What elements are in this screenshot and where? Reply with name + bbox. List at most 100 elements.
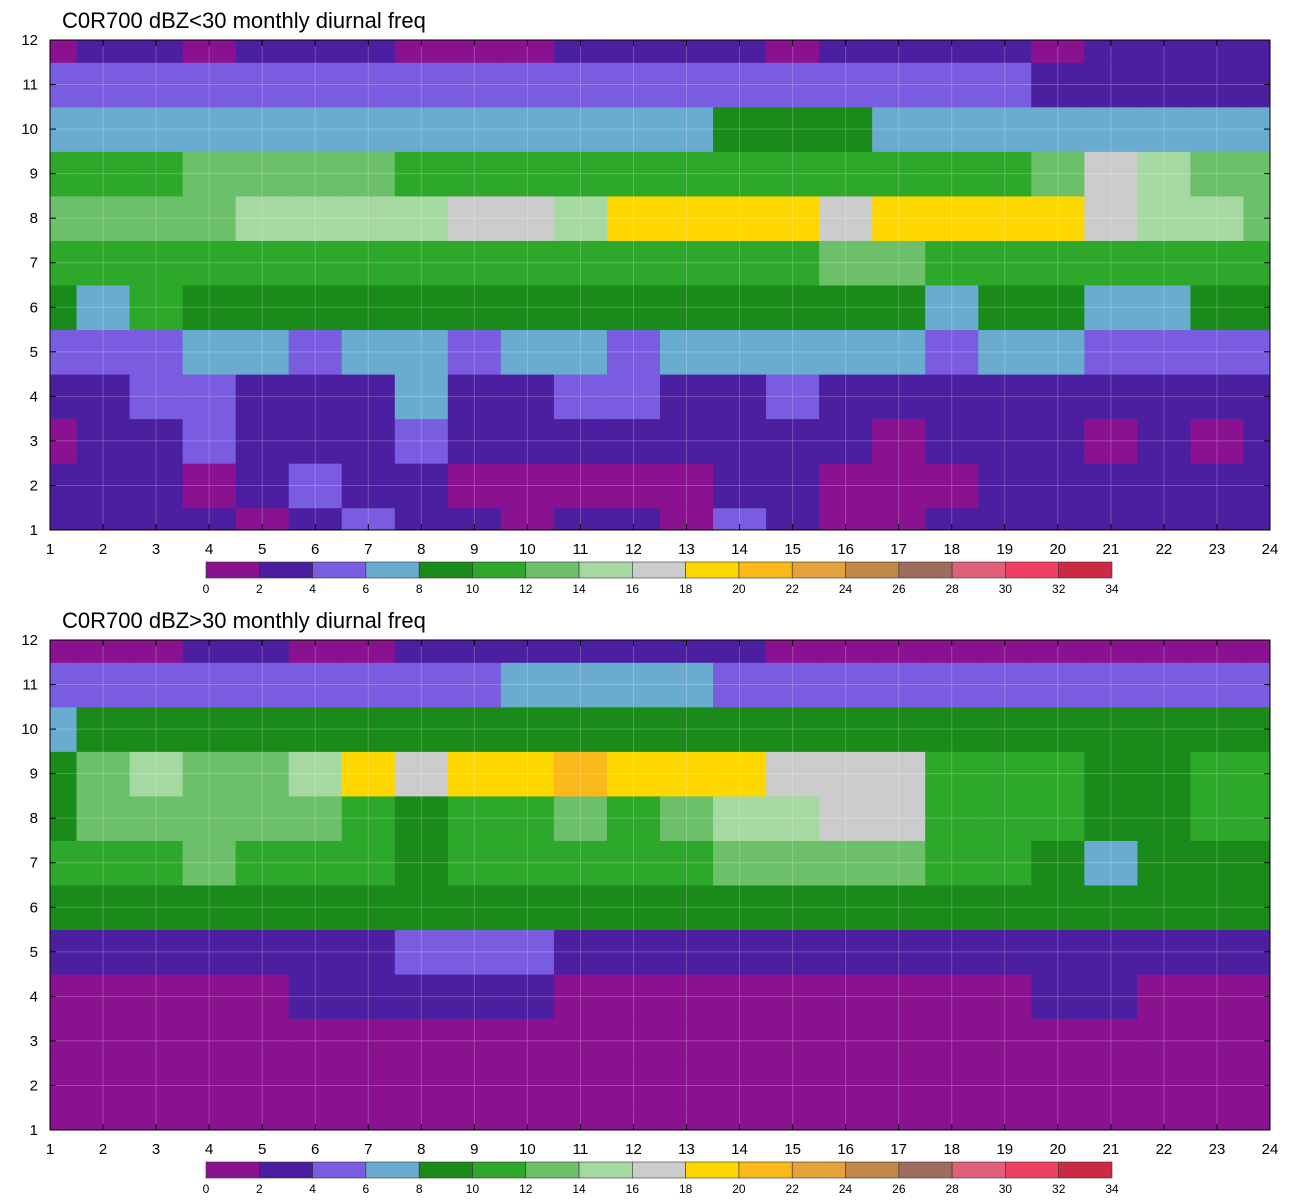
heatmap-cell bbox=[713, 974, 767, 1020]
heatmap-cell bbox=[1084, 329, 1138, 375]
heatmap-cell bbox=[925, 840, 979, 886]
colorbar-tick-label: 2 bbox=[256, 1182, 263, 1196]
colorbar-tick-label: 10 bbox=[466, 582, 480, 596]
x-tick-label: 4 bbox=[205, 541, 213, 558]
heatmap-cell bbox=[819, 1107, 873, 1131]
heatmap-cell bbox=[606, 418, 661, 464]
heatmap-cell bbox=[1190, 329, 1244, 375]
heatmap-cell bbox=[1243, 507, 1271, 531]
heatmap-cell bbox=[447, 463, 502, 509]
heatmap-cell bbox=[235, 640, 290, 663]
heatmap-cell bbox=[341, 329, 396, 375]
heatmap-cell bbox=[447, 151, 502, 197]
heatmap-cell bbox=[553, 62, 608, 108]
colorbar-tick-label: 14 bbox=[572, 1182, 586, 1196]
heatmap-cell bbox=[660, 662, 714, 708]
heatmap-cell bbox=[341, 374, 396, 420]
colorbar-swatch bbox=[365, 1161, 420, 1179]
heatmap-cell bbox=[76, 640, 131, 663]
heatmap-cell bbox=[500, 463, 555, 509]
heatmap-cell bbox=[235, 662, 290, 708]
heatmap-cell bbox=[288, 329, 343, 375]
heatmap-cell bbox=[872, 374, 926, 420]
colorbar-tick-label: 2 bbox=[256, 582, 263, 596]
colorbar-tick-label: 0 bbox=[203, 1182, 210, 1196]
heatmap-cell bbox=[925, 418, 979, 464]
heatmap-cell bbox=[553, 285, 608, 331]
heatmap-cell bbox=[713, 374, 767, 420]
colorbar-swatch bbox=[845, 1161, 900, 1179]
y-tick-label: 5 bbox=[30, 944, 38, 961]
heatmap-cell bbox=[235, 195, 290, 241]
heatmap-cell bbox=[1084, 640, 1138, 663]
heatmap-cell bbox=[872, 840, 926, 886]
heatmap-cell bbox=[341, 1063, 396, 1109]
heatmap-cell bbox=[819, 329, 873, 375]
heatmap-cell bbox=[182, 706, 237, 752]
colorbar-swatch bbox=[791, 561, 846, 579]
heatmap-cell bbox=[925, 929, 979, 975]
heatmap-cell bbox=[1243, 1107, 1271, 1131]
heatmap-cell bbox=[872, 329, 926, 375]
x-tick-label: 23 bbox=[1209, 541, 1226, 558]
heatmap-cell bbox=[606, 151, 661, 197]
heatmap-cell bbox=[341, 840, 396, 886]
heatmap-cell bbox=[235, 374, 290, 420]
heatmap-cell bbox=[182, 751, 237, 797]
heatmap-cell bbox=[76, 929, 131, 975]
heatmap-cell bbox=[1190, 662, 1244, 708]
heatmap-cell bbox=[1031, 706, 1085, 752]
x-tick-label: 12 bbox=[625, 541, 642, 558]
colorbar: 0 2 4 6 8 10 12 14 16 18 20 22 24 26 28 30 32 34 bbox=[203, 561, 1119, 596]
heatmap-cell bbox=[978, 640, 1032, 663]
heatmap-cell bbox=[182, 106, 237, 152]
heatmap-cell bbox=[660, 885, 714, 931]
heatmap-cell bbox=[660, 40, 714, 63]
heatmap-cell bbox=[606, 62, 661, 108]
heatmap-cell bbox=[288, 840, 343, 886]
heatmap-cell bbox=[1190, 751, 1244, 797]
heatmap-cell bbox=[288, 40, 343, 63]
colorbar-tick-label: 24 bbox=[839, 1182, 853, 1196]
x-tick-label: 5 bbox=[258, 541, 266, 558]
heatmap-cell bbox=[394, 1107, 449, 1131]
heatmap-cell bbox=[713, 285, 767, 331]
heatmap-cell bbox=[1031, 329, 1085, 375]
heatmap-cell bbox=[660, 463, 714, 509]
heatmap-cell bbox=[235, 751, 290, 797]
heatmap-cell bbox=[766, 885, 820, 931]
x-tick-label: 16 bbox=[837, 541, 854, 558]
heatmap-cell bbox=[553, 240, 608, 286]
heatmap-cell bbox=[1190, 463, 1244, 509]
heatmap-cell bbox=[129, 507, 184, 531]
x-tick-label: 12 bbox=[625, 1141, 642, 1158]
heatmap-cell bbox=[394, 329, 449, 375]
heatmap-cell bbox=[341, 40, 396, 63]
heatmap-cell bbox=[288, 640, 343, 663]
x-tick-label: 4 bbox=[205, 1141, 213, 1158]
heatmap-cell bbox=[925, 195, 979, 241]
heatmap-cell bbox=[872, 751, 926, 797]
heatmap-cell bbox=[925, 640, 979, 663]
heatmap-cell bbox=[925, 974, 979, 1020]
heatmap-cell bbox=[129, 374, 184, 420]
heatmap-cell bbox=[129, 1063, 184, 1109]
heatmap-cell bbox=[182, 240, 237, 286]
x-tick-label: 14 bbox=[731, 541, 748, 558]
heatmap-cell bbox=[925, 285, 979, 331]
heatmap-cell bbox=[394, 418, 449, 464]
y-tick-label: 7 bbox=[30, 855, 38, 872]
heatmap-cell bbox=[1190, 507, 1244, 531]
heatmap-cell bbox=[182, 463, 237, 509]
heatmap-cell bbox=[182, 640, 237, 663]
heatmap-cell bbox=[394, 106, 449, 152]
heatmap-cell bbox=[50, 507, 78, 531]
heatmap-cell bbox=[500, 507, 555, 531]
heatmap-cell bbox=[1137, 507, 1191, 531]
y-tick-label: 12 bbox=[21, 32, 38, 49]
heatmap-cell bbox=[1137, 885, 1191, 931]
heatmap-cell bbox=[606, 374, 661, 420]
heatmap-cell bbox=[660, 1107, 714, 1131]
heatmap-cell bbox=[766, 840, 820, 886]
heatmap-cell bbox=[872, 507, 926, 531]
